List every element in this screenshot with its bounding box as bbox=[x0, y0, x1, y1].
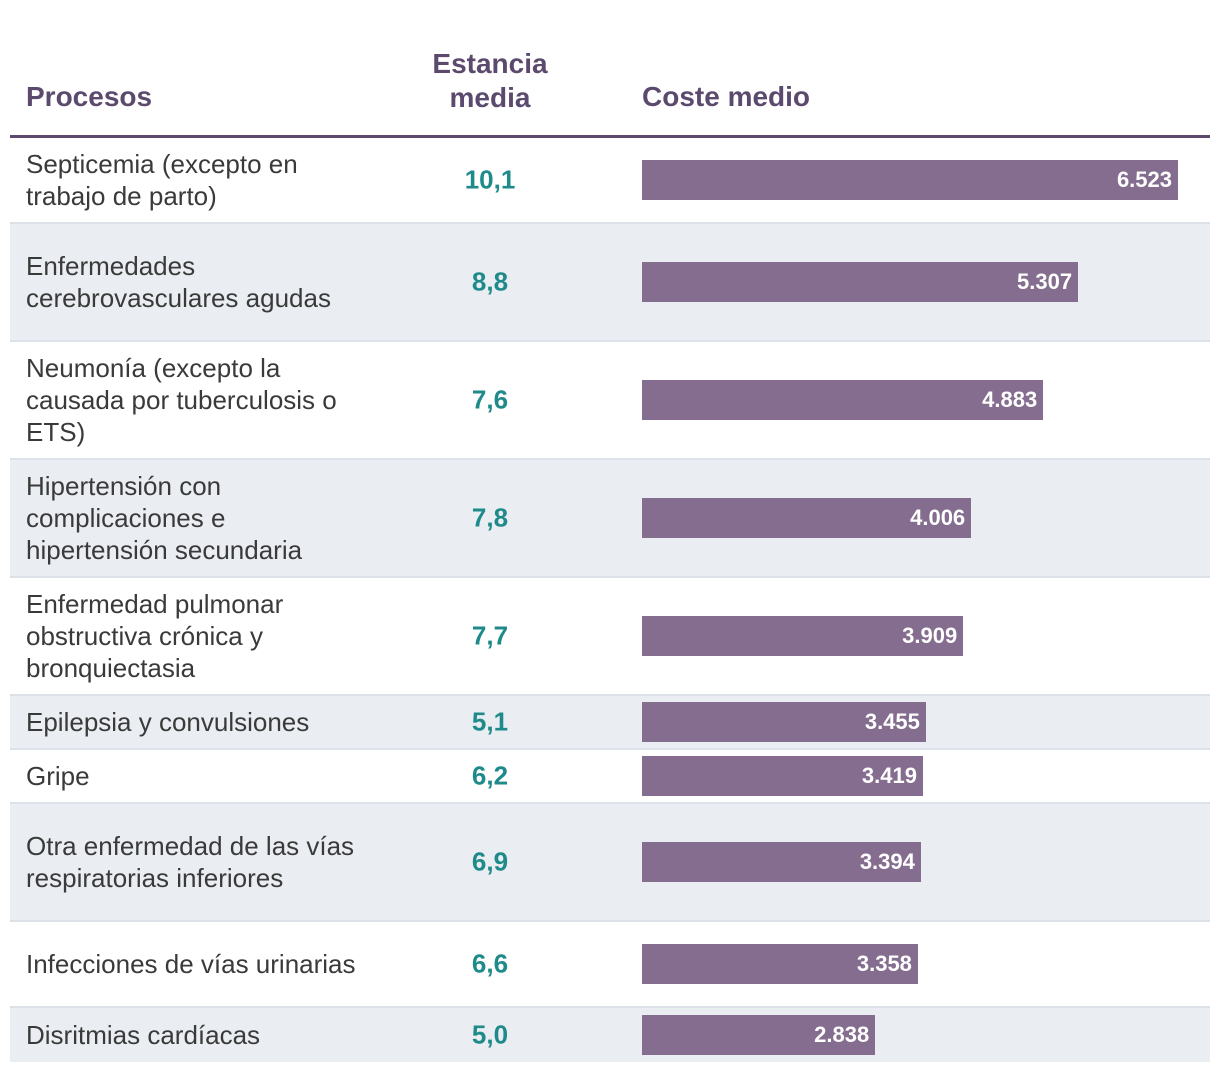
cost-bar: 6.523 bbox=[642, 160, 1178, 200]
cost-bar-label: 3.455 bbox=[864, 709, 920, 734]
cost-bar: 3.455 bbox=[642, 702, 926, 742]
cost-bar-label: 4.883 bbox=[982, 387, 1038, 412]
cost-bar: 2.838 bbox=[642, 1015, 876, 1055]
table-header: Procesos Estancia media Coste medio bbox=[10, 0, 1210, 138]
process-name: Epilepsia y convulsiones bbox=[26, 707, 310, 737]
estancia-media-value: 6,2 bbox=[471, 760, 509, 791]
cost-bar-label: 2.838 bbox=[814, 1022, 870, 1047]
table-row: Neumonía (excepto la causada por tubercu… bbox=[10, 342, 1210, 460]
table-row: Disritmias cardíacas 5,0 2.838 bbox=[10, 1008, 1210, 1062]
cost-bar-label: 5.307 bbox=[1017, 269, 1073, 294]
cost-bar-label: 3.358 bbox=[856, 951, 912, 976]
estancia-media-value: 7,7 bbox=[471, 620, 509, 651]
table-row: Epilepsia y convulsiones 5,1 3.455 bbox=[10, 696, 1210, 750]
header-estancia-line1: Estancia bbox=[432, 48, 548, 79]
estancia-media-value: 7,6 bbox=[471, 384, 509, 415]
estancia-media-value: 6,9 bbox=[471, 846, 509, 877]
cost-bar: 3.419 bbox=[642, 756, 923, 796]
process-name: Septicemia (excepto en trabajo de parto) bbox=[26, 149, 298, 211]
table-row: Infecciones de vías urinarias 6,6 3.358 bbox=[10, 922, 1210, 1008]
cost-bar: 3.358 bbox=[642, 944, 918, 984]
table-row: Septicemia (excepto en trabajo de parto)… bbox=[10, 138, 1210, 224]
cost-bar-label: 4.006 bbox=[910, 505, 966, 530]
cost-bar: 4.883 bbox=[642, 380, 1044, 420]
process-name: Disritmias cardíacas bbox=[26, 1020, 261, 1050]
cost-bar-label: 6.523 bbox=[1116, 167, 1172, 192]
cost-bar: 5.307 bbox=[642, 262, 1079, 302]
process-name: Infecciones de vías urinarias bbox=[26, 949, 356, 979]
header-estancia-media: Estancia media bbox=[410, 47, 570, 115]
cost-bar-label: 3.909 bbox=[902, 623, 958, 648]
table-row: Otra enfermedad de las vías respiratoria… bbox=[10, 804, 1210, 922]
cost-bar-label: 3.394 bbox=[859, 849, 915, 874]
process-name: Enfermedad pulmonar obstructiva crónica … bbox=[26, 589, 284, 683]
cost-bar-label: 3.419 bbox=[861, 763, 917, 788]
process-name: Gripe bbox=[26, 761, 90, 791]
estancia-media-value: 10,1 bbox=[464, 164, 516, 195]
estancia-media-value: 7,8 bbox=[471, 502, 509, 533]
cost-bar: 3.909 bbox=[642, 616, 964, 656]
process-name: Hipertensión con complicaciones e hipert… bbox=[26, 471, 303, 565]
process-name: Otra enfermedad de las vías respiratoria… bbox=[26, 831, 355, 893]
process-name: Neumonía (excepto la causada por tubercu… bbox=[26, 353, 337, 447]
header-procesos: Procesos bbox=[26, 81, 153, 112]
table-row: Enfermedades cerebrovasculares agudas 8,8… bbox=[10, 224, 1210, 342]
estancia-media-value: 6,6 bbox=[471, 948, 509, 979]
table-row: Gripe 6,2 3.419 bbox=[10, 750, 1210, 804]
estancia-media-value: 5,0 bbox=[471, 1019, 509, 1050]
estancia-media-value: 8,8 bbox=[471, 266, 509, 297]
table-row: Enfermedad pulmonar obstructiva crónica … bbox=[10, 578, 1210, 696]
estancia-media-value: 5,1 bbox=[471, 706, 509, 737]
header-coste-medio: Coste medio bbox=[642, 81, 811, 112]
cost-bar: 4.006 bbox=[642, 498, 972, 538]
header-estancia-line2: media bbox=[449, 82, 531, 113]
process-name: Enfermedades cerebrovasculares agudas bbox=[26, 251, 331, 313]
cost-table: Procesos Estancia media Coste medio Sept… bbox=[10, 0, 1210, 1062]
cost-bar: 3.394 bbox=[642, 842, 921, 882]
table-row: Hipertensión con complicaciones e hipert… bbox=[10, 460, 1210, 578]
table-body: Septicemia (excepto en trabajo de parto)… bbox=[10, 138, 1210, 1062]
